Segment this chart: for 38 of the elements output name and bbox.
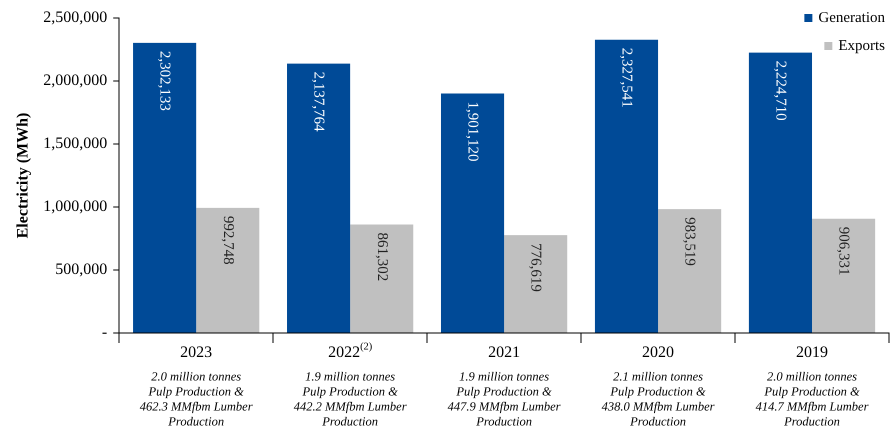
data-label: 906,331 xyxy=(836,226,852,276)
text: 2.0 million tonnes Pulp Production & 462.3 MMfbm Lumber Production xyxy=(140,369,253,428)
data-label: 992,748 xyxy=(220,216,236,265)
data-label: 2,302,133 xyxy=(156,50,173,111)
x-tick-label: 2019 xyxy=(796,344,828,362)
y-tick-label: 1,500,000 xyxy=(43,135,108,152)
y-axis-title: Electricity (MWh) xyxy=(14,112,32,238)
bar xyxy=(133,42,196,332)
bar xyxy=(196,208,260,332)
bar xyxy=(350,224,414,332)
bar xyxy=(812,218,876,332)
bar xyxy=(748,52,812,332)
y-tick-label: 2,500,000 xyxy=(43,9,108,26)
legend-label: Generation xyxy=(818,10,886,26)
bar xyxy=(287,64,350,332)
data-label: 1,901,120 xyxy=(464,101,481,162)
x-tick-label: 2020 xyxy=(642,344,674,362)
y-tick-label: 2,000,000 xyxy=(43,72,108,90)
data-label: 983,519 xyxy=(682,217,698,266)
text: 1.9 million tonnes Pulp Production & 442.2 MMfbm Lumber Production xyxy=(294,369,407,428)
legend-label: Exports xyxy=(838,38,886,54)
y-tick-label: 500,000 xyxy=(55,261,108,278)
bar xyxy=(658,209,722,332)
text: 1.9 million tonnes Pulp Production & 447.9 MMfbm Lumber Production xyxy=(448,369,561,428)
text: 2.1 million tonnes Pulp Production & 438.0 MMfbm Lumber Production xyxy=(602,369,715,428)
y-tick-label: 1,000,000 xyxy=(43,198,108,216)
data-label: 776,619 xyxy=(528,243,544,292)
x-tick-label: 2021 xyxy=(488,344,520,362)
bar xyxy=(440,93,504,332)
bar xyxy=(594,40,658,332)
data-label: 861,302 xyxy=(374,232,390,282)
y-tick-label: - xyxy=(102,324,108,342)
bar xyxy=(504,235,568,332)
data-label: 2,327,541 xyxy=(618,48,635,108)
data-label: 2,224,710 xyxy=(772,60,789,121)
data-label: 2,137,764 xyxy=(310,72,327,132)
x-tick-label: 2023 xyxy=(180,344,212,362)
text: 2.0 million tonnes Pulp Production & 414.7 MMfbm Lumber Production xyxy=(756,369,869,428)
